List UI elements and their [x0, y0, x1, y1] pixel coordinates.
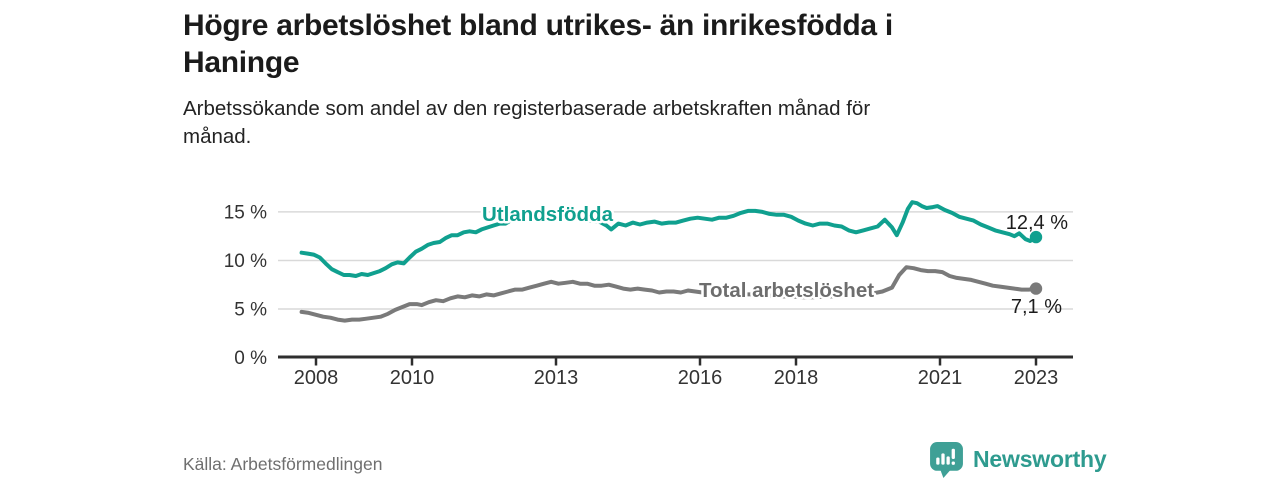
page-title-line-2: Haninge [183, 46, 300, 79]
series-end-dot-utlandsfodda [1029, 230, 1043, 244]
y-axis-tick-label: 10 % [224, 251, 267, 272]
page-title-line-1: Högre arbetslöshet bland utrikes- än inr… [183, 9, 893, 42]
y-axis-tick-label: 0 % [234, 348, 267, 369]
y-axis-tick-label: 5 % [234, 299, 267, 320]
x-axis-tick-label: 2013 [534, 367, 579, 389]
x-axis-tick-label: 2023 [1014, 367, 1059, 389]
newsworthy-logo-text: Newsworthy [973, 446, 1107, 472]
x-axis-tick-label: 2016 [678, 367, 723, 389]
chart-subtitle-line-1: Arbetssökande som andel av den registerb… [183, 97, 871, 120]
page-title: Högre arbetslöshet bland utrikes- än inr… [183, 7, 1143, 81]
series-end-value-total: 7,1 % [1011, 296, 1062, 318]
chart-subtitle: Arbetssökande som andel av den registerb… [183, 95, 1143, 151]
chart-subtitle-line-2: månad. [183, 125, 252, 148]
series-line-utlandsfodda [299, 200, 1038, 278]
source-note: Källa: Arbetsförmedlingen [183, 454, 383, 474]
x-axis-tick-label: 2010 [390, 367, 435, 389]
series-end-value-utlandsfodda: 12,4 % [1006, 212, 1068, 234]
x-axis-tick-label: 2021 [918, 367, 963, 389]
series-label-total: Total arbetslöshet [699, 279, 874, 302]
speech-bubble-bar-chart-icon [930, 442, 963, 478]
series-label-utlandsfodda: Utlandsfödda [482, 203, 614, 226]
chart-header: Högre arbetslöshet bland utrikes- än inr… [183, 7, 1143, 151]
newsworthy-logo: Newsworthy [929, 441, 1107, 478]
series-line-total [299, 265, 1038, 323]
x-axis-tick-label: 2008 [294, 367, 339, 389]
x-axis-tick-label: 2018 [774, 367, 819, 389]
series-end-dot-total [1029, 282, 1043, 295]
y-axis-tick-label: 15 % [224, 202, 267, 223]
